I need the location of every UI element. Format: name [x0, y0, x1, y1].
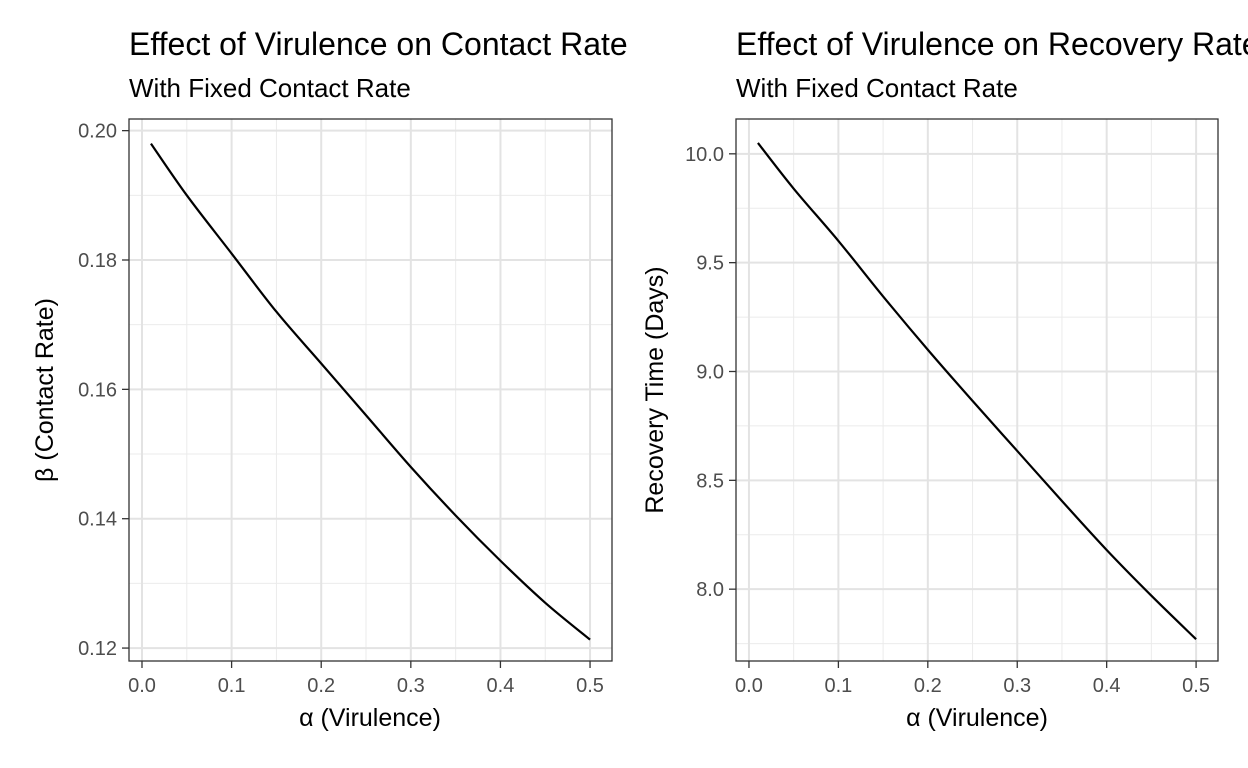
right-axis-ticks	[729, 153, 1197, 668]
right-tick-labels: 0.0 0.1 0.2 0.3 0.4 0.5 8.0 8.5 9.0 9.5 10.0	[685, 144, 1210, 697]
right-x-tick-label: 0.3	[1003, 675, 1031, 697]
right-chart-subtitle: With Fixed Contact Rate	[736, 73, 1018, 103]
right-minor-gridlines	[736, 119, 1218, 661]
left-x-tick-label: 0.2	[307, 675, 335, 697]
right-chart-title: Effect of Virulence on Recovery Rate	[736, 26, 1248, 62]
right-x-tick-label: 0.4	[1093, 675, 1121, 697]
left-x-tick-label: 0.3	[397, 675, 425, 697]
left-series-lines	[150, 142, 591, 641]
right-y-tick-label: 8.0	[696, 579, 724, 601]
left-y-tick-label: 0.14	[78, 509, 117, 531]
left-x-tick-label: 0.1	[218, 675, 246, 697]
left-y-tick-label: 0.20	[78, 121, 117, 143]
right-plot-border	[735, 118, 1219, 662]
right-chart-panel: Effect of Virulence on Recovery Rate Wit…	[641, 26, 1248, 732]
left-x-tick-label: 0.5	[576, 675, 604, 697]
right-x-tick-label: 0.5	[1182, 675, 1210, 697]
right-x-axis-title: α (Virulence)	[906, 704, 1048, 732]
right-y-tick-label: 9.0	[696, 361, 724, 383]
right-x-tick-label: 0.2	[914, 675, 942, 697]
left-y-axis-title: β (Contact Rate)	[31, 298, 59, 482]
left-axis-ticks	[122, 129, 591, 668]
right-x-tick-label: 0.1	[824, 675, 852, 697]
right-plot-background	[736, 119, 1218, 661]
left-y-tick-label: 0.12	[78, 638, 117, 660]
left-x-tick-label: 0.0	[128, 675, 156, 697]
left-chart-panel: Effect of Virulence on Contact Rate With…	[31, 26, 628, 732]
left-x-axis-title: α (Virulence)	[299, 704, 441, 732]
right-y-axis-title: Recovery Time (Days)	[641, 266, 669, 513]
right-y-tick-label: 10.0	[685, 144, 724, 166]
left-chart-title: Effect of Virulence on Contact Rate	[129, 26, 628, 62]
right-y-tick-label: 8.5	[696, 470, 724, 492]
right-y-tick-label: 9.5	[696, 253, 724, 275]
left-chart-subtitle: With Fixed Contact Rate	[129, 73, 411, 103]
right-x-tick-label: 0.0	[735, 675, 763, 697]
left-major-gridlines	[129, 119, 612, 661]
left-y-tick-label: 0.18	[78, 250, 117, 272]
left-tick-labels: 0.0 0.1 0.2 0.3 0.4 0.5 0.12 0.14 0.16 0.18 0.20	[78, 121, 604, 697]
left-y-tick-label: 0.16	[78, 379, 117, 401]
left-series-line	[150, 142, 591, 641]
right-major-gridlines	[736, 119, 1218, 661]
left-x-tick-label: 0.4	[487, 675, 515, 697]
right-series-line	[757, 142, 1197, 641]
right-series-lines	[757, 142, 1197, 641]
